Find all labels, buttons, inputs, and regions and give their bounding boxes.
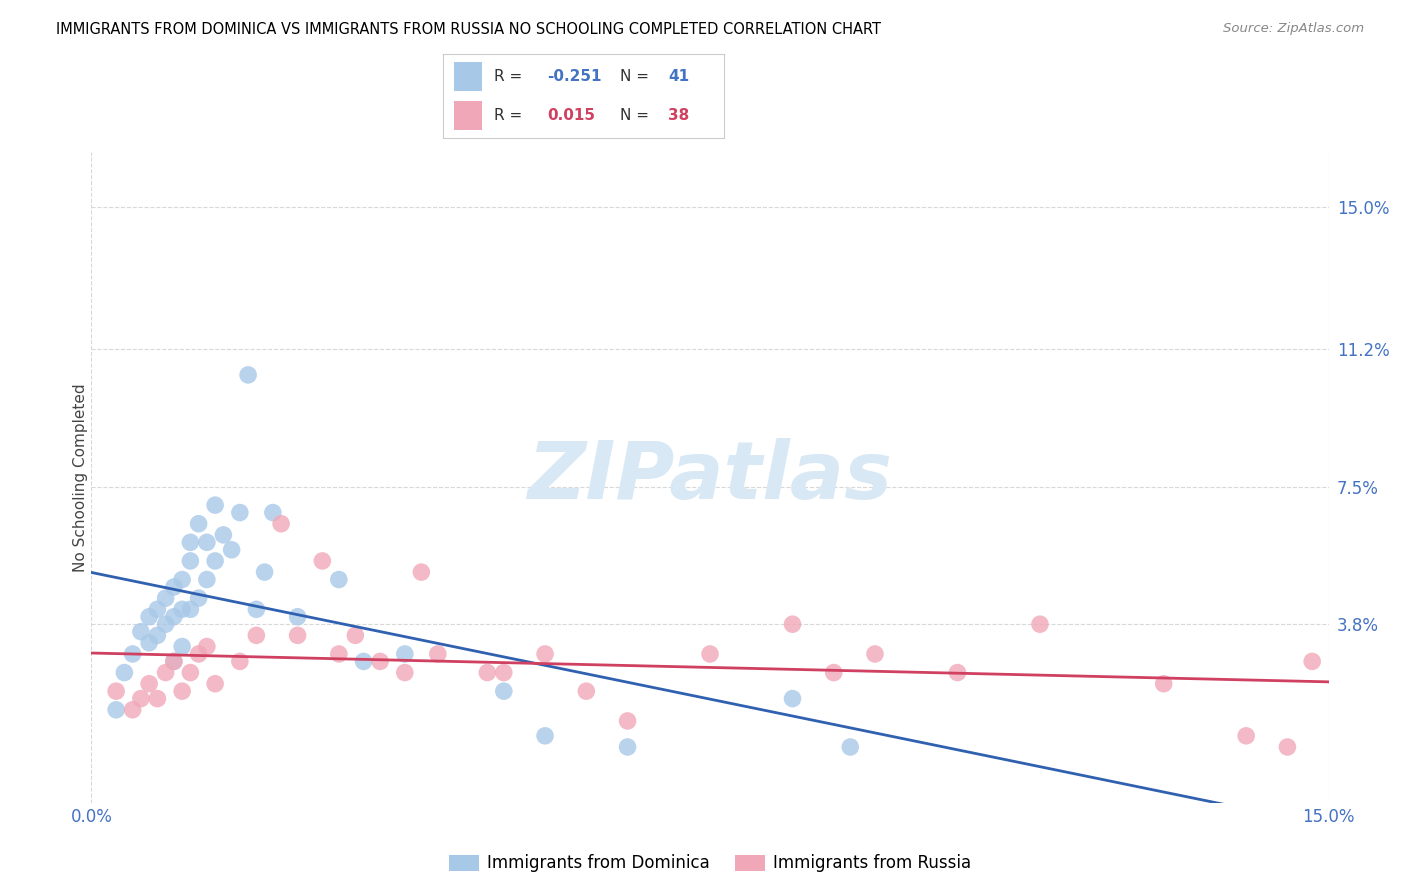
Point xyxy=(782,691,804,706)
Text: 0.015: 0.015 xyxy=(547,108,595,123)
Point xyxy=(1153,677,1175,691)
Point xyxy=(204,677,226,691)
Point xyxy=(823,665,845,680)
Point xyxy=(172,684,194,698)
Point xyxy=(492,684,515,698)
Point xyxy=(163,609,186,624)
Point xyxy=(311,554,333,568)
Point xyxy=(138,609,160,624)
Point xyxy=(121,703,143,717)
Point xyxy=(426,647,449,661)
Point xyxy=(187,591,209,606)
Point xyxy=(212,528,235,542)
Point xyxy=(179,554,201,568)
Point xyxy=(179,602,201,616)
Point xyxy=(253,565,276,579)
Point xyxy=(616,739,638,754)
Point xyxy=(411,565,433,579)
Point xyxy=(163,580,186,594)
Point xyxy=(616,714,638,728)
Point xyxy=(229,654,252,668)
Point xyxy=(129,691,152,706)
Point xyxy=(179,665,201,680)
Point xyxy=(782,617,804,632)
Point xyxy=(575,684,598,698)
Point xyxy=(534,647,557,661)
Text: R =: R = xyxy=(494,69,527,84)
Point xyxy=(1234,729,1257,743)
Legend: Immigrants from Dominica, Immigrants from Russia: Immigrants from Dominica, Immigrants fro… xyxy=(441,847,979,880)
Point xyxy=(172,602,194,616)
Point xyxy=(328,573,350,587)
Point xyxy=(221,542,243,557)
Point xyxy=(863,647,886,661)
Point xyxy=(394,647,416,661)
Point xyxy=(121,647,143,661)
Point xyxy=(172,640,194,654)
FancyBboxPatch shape xyxy=(454,101,482,130)
Point xyxy=(477,665,499,680)
Point xyxy=(163,654,186,668)
Text: 38: 38 xyxy=(668,108,689,123)
Y-axis label: No Schooling Completed: No Schooling Completed xyxy=(73,383,87,572)
Point xyxy=(1277,739,1299,754)
Text: 41: 41 xyxy=(668,69,689,84)
Text: N =: N = xyxy=(620,108,654,123)
Point xyxy=(287,628,309,642)
Point xyxy=(187,516,209,531)
Point xyxy=(368,654,391,668)
Text: -0.251: -0.251 xyxy=(547,69,602,84)
Text: ZIPatlas: ZIPatlas xyxy=(527,438,893,516)
Point xyxy=(534,729,557,743)
Text: N =: N = xyxy=(620,69,654,84)
Point xyxy=(179,535,201,549)
Point xyxy=(138,636,160,650)
Point xyxy=(112,665,135,680)
Point xyxy=(287,609,309,624)
Point xyxy=(129,624,152,639)
Point xyxy=(270,516,292,531)
Point xyxy=(204,554,226,568)
Point xyxy=(195,573,218,587)
Point xyxy=(195,535,218,549)
Text: R =: R = xyxy=(494,108,527,123)
Point xyxy=(245,602,267,616)
Point xyxy=(492,665,515,680)
Point xyxy=(138,677,160,691)
Point xyxy=(1029,617,1052,632)
Point xyxy=(105,703,128,717)
Text: IMMIGRANTS FROM DOMINICA VS IMMIGRANTS FROM RUSSIA NO SCHOOLING COMPLETED CORREL: IMMIGRANTS FROM DOMINICA VS IMMIGRANTS F… xyxy=(56,22,882,37)
FancyBboxPatch shape xyxy=(454,62,482,91)
Point xyxy=(946,665,969,680)
Point xyxy=(155,591,177,606)
Point xyxy=(146,628,169,642)
Point xyxy=(155,617,177,632)
Point xyxy=(187,647,209,661)
Point xyxy=(195,640,218,654)
Point xyxy=(146,602,169,616)
Point xyxy=(236,368,259,382)
Point xyxy=(1301,654,1323,668)
Point xyxy=(394,665,416,680)
Point xyxy=(353,654,375,668)
Point xyxy=(146,691,169,706)
Point xyxy=(204,498,226,512)
Point xyxy=(155,665,177,680)
Point xyxy=(245,628,267,642)
Point xyxy=(172,573,194,587)
Point xyxy=(344,628,367,642)
Point xyxy=(839,739,862,754)
Point xyxy=(262,506,284,520)
Point xyxy=(699,647,721,661)
Point xyxy=(328,647,350,661)
Point xyxy=(229,506,252,520)
Point xyxy=(105,684,128,698)
Text: Source: ZipAtlas.com: Source: ZipAtlas.com xyxy=(1223,22,1364,36)
Point xyxy=(163,654,186,668)
